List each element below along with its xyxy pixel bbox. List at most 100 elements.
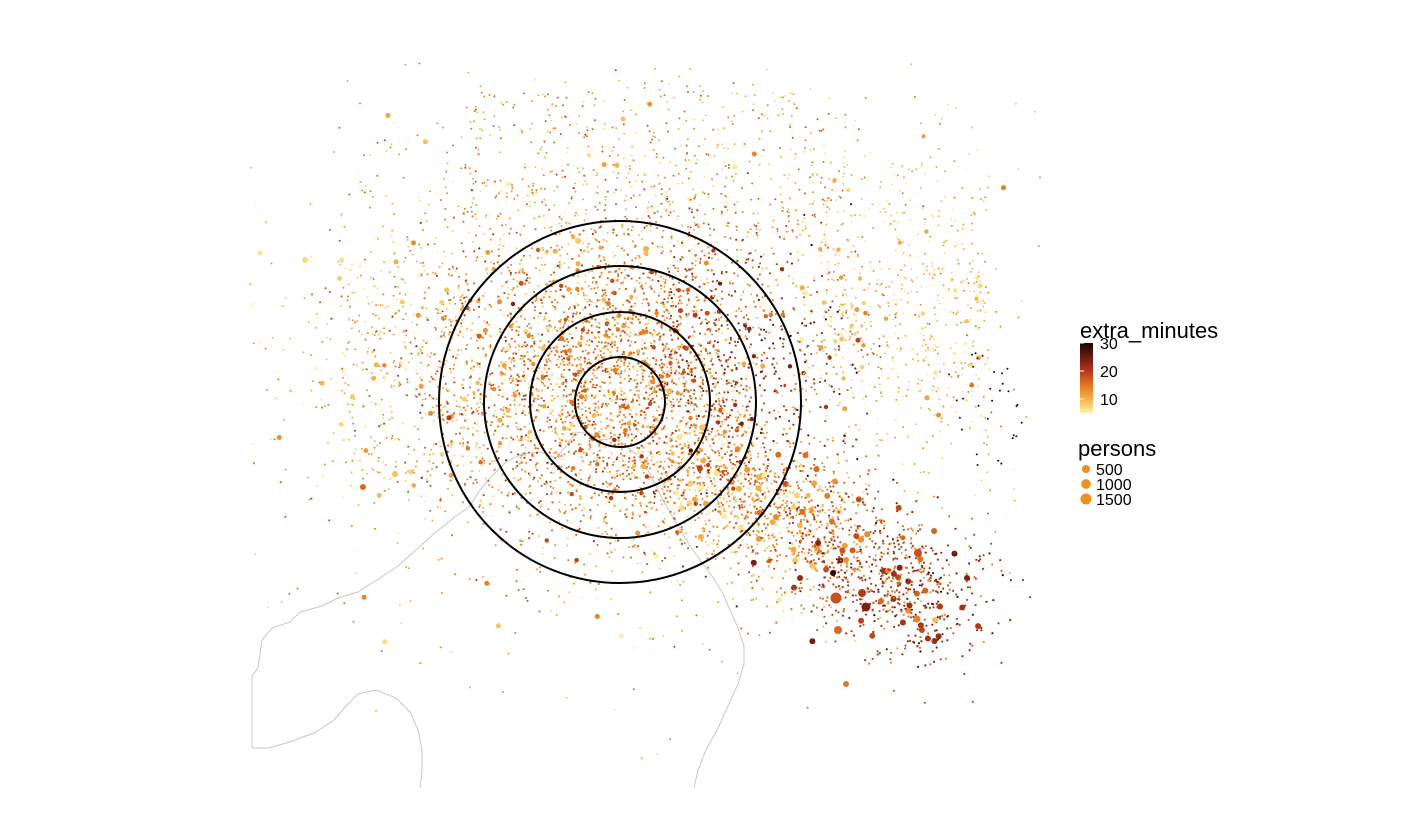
population-point bbox=[788, 331, 791, 333]
population-point bbox=[891, 162, 894, 165]
population-point bbox=[706, 495, 709, 498]
population-point bbox=[882, 294, 885, 297]
population-point bbox=[617, 613, 620, 616]
population-point bbox=[663, 380, 666, 383]
population-point bbox=[620, 393, 623, 396]
population-point bbox=[840, 473, 843, 475]
population-point bbox=[563, 368, 566, 371]
population-point bbox=[543, 316, 546, 319]
population-point bbox=[575, 488, 578, 491]
population-point bbox=[761, 267, 764, 270]
population-point bbox=[729, 336, 732, 339]
population-point bbox=[620, 390, 623, 393]
population-point bbox=[967, 282, 970, 284]
population-point bbox=[684, 268, 687, 271]
population-point bbox=[741, 238, 745, 241]
population-point bbox=[859, 442, 862, 445]
population-point bbox=[677, 323, 680, 326]
population-point bbox=[613, 548, 616, 551]
population-point bbox=[515, 320, 518, 324]
population-point bbox=[608, 556, 611, 559]
population-point bbox=[614, 372, 618, 375]
population-point bbox=[579, 249, 582, 252]
population-point bbox=[710, 480, 713, 483]
population-point bbox=[674, 518, 676, 521]
population-point bbox=[723, 372, 726, 375]
population-point bbox=[427, 286, 430, 289]
population-point bbox=[705, 333, 708, 335]
population-point bbox=[323, 463, 326, 466]
population-point bbox=[545, 493, 549, 496]
population-point bbox=[621, 443, 624, 446]
population-point bbox=[466, 327, 469, 330]
population-point bbox=[626, 299, 629, 302]
population-point bbox=[523, 405, 526, 408]
population-point bbox=[606, 464, 609, 467]
population-point bbox=[527, 486, 531, 489]
population-point bbox=[459, 396, 462, 399]
population-point bbox=[564, 510, 567, 513]
population-point bbox=[691, 326, 694, 329]
population-point bbox=[722, 383, 725, 386]
population-point bbox=[552, 487, 555, 490]
population-point bbox=[731, 435, 734, 439]
population-point bbox=[621, 353, 624, 356]
population-point bbox=[707, 486, 710, 489]
population-point bbox=[652, 550, 654, 553]
population-point bbox=[994, 530, 997, 533]
population-point bbox=[724, 453, 727, 456]
population-point bbox=[446, 151, 449, 154]
population-point bbox=[955, 366, 958, 369]
population-point bbox=[469, 461, 472, 464]
population-point bbox=[637, 393, 640, 397]
population-point bbox=[919, 650, 922, 653]
population-point bbox=[410, 304, 413, 306]
population-point bbox=[813, 388, 816, 391]
population-point bbox=[766, 68, 769, 71]
population-point bbox=[428, 410, 433, 416]
population-point bbox=[614, 162, 620, 168]
population-point bbox=[701, 394, 703, 397]
population-point bbox=[607, 499, 610, 502]
population-point bbox=[571, 315, 575, 318]
population-point bbox=[645, 326, 648, 330]
population-point bbox=[485, 216, 487, 219]
population-point bbox=[634, 333, 637, 336]
population-point bbox=[511, 394, 513, 397]
population-point bbox=[428, 460, 431, 463]
population-point bbox=[761, 427, 764, 430]
population-point bbox=[670, 304, 673, 308]
population-point bbox=[716, 543, 719, 546]
population-point bbox=[523, 363, 526, 367]
population-point bbox=[658, 338, 661, 341]
population-point bbox=[842, 440, 845, 443]
population-point bbox=[498, 364, 501, 367]
population-point bbox=[591, 265, 594, 268]
population-point bbox=[582, 368, 585, 371]
population-point bbox=[580, 343, 583, 346]
population-point bbox=[734, 290, 737, 293]
population-point bbox=[662, 333, 665, 336]
population-point bbox=[383, 332, 386, 335]
population-point bbox=[780, 384, 783, 387]
population-point bbox=[731, 398, 734, 401]
population-point bbox=[575, 311, 578, 314]
population-point bbox=[507, 652, 510, 655]
population-point bbox=[694, 367, 697, 369]
population-point bbox=[761, 432, 765, 435]
population-point bbox=[692, 466, 695, 469]
population-point bbox=[841, 614, 845, 617]
population-point bbox=[751, 549, 755, 552]
population-point bbox=[711, 280, 714, 283]
population-point bbox=[570, 522, 573, 525]
population-point bbox=[382, 363, 387, 368]
population-point bbox=[784, 94, 787, 97]
population-point bbox=[910, 542, 913, 545]
population-point bbox=[723, 368, 726, 371]
population-point bbox=[681, 390, 684, 393]
population-point bbox=[418, 393, 421, 396]
population-point bbox=[779, 267, 785, 272]
population-point bbox=[514, 632, 517, 634]
population-point bbox=[825, 414, 828, 417]
population-point bbox=[725, 278, 728, 281]
